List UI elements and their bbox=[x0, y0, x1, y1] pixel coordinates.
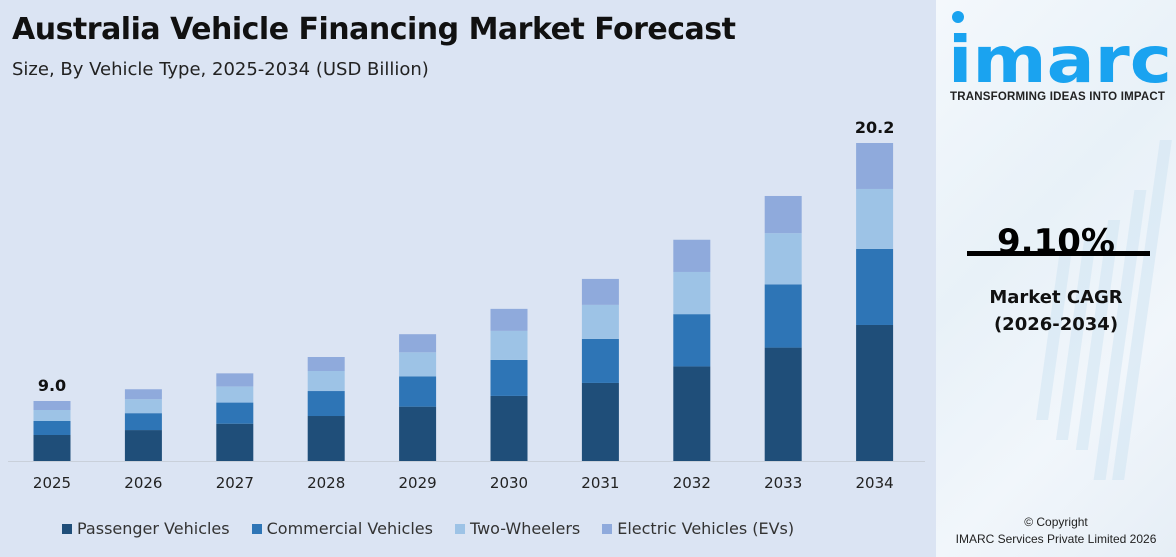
cagr-period: (2026-2034) bbox=[993, 314, 1119, 335]
bar-segment-electric-vehicles-evs--2027 bbox=[216, 373, 254, 387]
legend-swatch bbox=[602, 523, 613, 534]
legend-swatch bbox=[454, 523, 465, 534]
bar-segment-passenger-vehicles-2032 bbox=[673, 366, 711, 461]
tagline: TRANSFORMING IDEAS INTO IMPACT bbox=[950, 91, 1166, 103]
bar-segment-commercial-vehicles-2027 bbox=[216, 402, 254, 424]
bar-segment-commercial-vehicles-2033 bbox=[764, 284, 802, 348]
chart-panel: Australia Vehicle Financing Market Forec… bbox=[8, 12, 925, 538]
x-tick-label: 2025 bbox=[33, 474, 71, 492]
x-tick-label: 2026 bbox=[124, 474, 162, 492]
bar-segment-commercial-vehicles-2032 bbox=[673, 314, 711, 367]
bar-segment-electric-vehicles-evs--2026 bbox=[124, 389, 162, 400]
imarc-logo: imarc bbox=[948, 11, 1172, 90]
legend: Passenger Vehicles Commercial Vehicles Two… bbox=[62, 519, 816, 538]
legend-item: Passenger Vehicles bbox=[62, 519, 230, 538]
bar-segment-two-wheelers-2033 bbox=[764, 233, 802, 285]
bar-segment-passenger-vehicles-2027 bbox=[216, 423, 254, 461]
bar-segment-commercial-vehicles-2030 bbox=[490, 359, 528, 396]
cagr-value: 9.10% bbox=[997, 222, 1115, 262]
chart-title: Australia Vehicle Financing Market Forec… bbox=[12, 12, 736, 47]
bar-segment-passenger-vehicles-2034 bbox=[856, 324, 894, 461]
bar-segment-passenger-vehicles-2026 bbox=[124, 430, 162, 461]
bar-segment-passenger-vehicles-2031 bbox=[581, 382, 619, 461]
legend-label: Electric Vehicles (EVs) bbox=[617, 519, 795, 538]
x-tick-label: 2033 bbox=[764, 474, 802, 492]
bar-segment-two-wheelers-2028 bbox=[307, 371, 345, 392]
bar-segment-electric-vehicles-evs--2028 bbox=[307, 357, 345, 372]
bar-segment-electric-vehicles-evs--2029 bbox=[399, 334, 437, 353]
bar-segment-two-wheelers-2027 bbox=[216, 386, 254, 403]
bar-segment-two-wheelers-2030 bbox=[490, 330, 528, 360]
bar-segment-passenger-vehicles-2025 bbox=[33, 435, 71, 461]
bar-segment-commercial-vehicles-2031 bbox=[581, 338, 619, 383]
legend-item: Commercial Vehicles bbox=[251, 519, 433, 538]
bar-segment-electric-vehicles-evs--2030 bbox=[490, 308, 528, 331]
chart-subtitle: Size, By Vehicle Type, 2025-2034 (USD Bi… bbox=[12, 59, 429, 80]
bar-segment-commercial-vehicles-2034 bbox=[856, 248, 894, 325]
bar-segment-commercial-vehicles-2026 bbox=[124, 413, 162, 431]
x-tick-label: 2028 bbox=[307, 474, 345, 492]
x-tick-label: 2034 bbox=[856, 474, 894, 492]
x-tick-label: 2030 bbox=[490, 474, 528, 492]
bar-segment-passenger-vehicles-2033 bbox=[764, 347, 802, 461]
bar-segment-commercial-vehicles-2029 bbox=[399, 376, 437, 407]
bar-segment-electric-vehicles-evs--2034 bbox=[856, 143, 894, 189]
x-tick-label: 2027 bbox=[216, 474, 254, 492]
legend-swatch bbox=[251, 523, 262, 534]
x-tick-label: 2029 bbox=[399, 474, 437, 492]
stacked-bar-chart: 2025 9.0 2026 2027 2028 2029 2030 2031 2032 2033 2… bbox=[8, 118, 925, 492]
cagr-title: Market CAGR bbox=[989, 287, 1123, 308]
data-label: 20.2 bbox=[855, 118, 894, 137]
sidebar: imarc TRANSFORMING IDEAS INTO IMPACT 9.1… bbox=[936, 0, 1176, 557]
legend-label: Passenger Vehicles bbox=[77, 519, 230, 538]
bar-segment-passenger-vehicles-2029 bbox=[399, 406, 437, 461]
svg-text:imarc: imarc bbox=[948, 24, 1172, 90]
data-label: 9.0 bbox=[38, 376, 66, 395]
copyright-company: IMARC Services Private Limited 2026 bbox=[955, 532, 1157, 546]
bar-segment-passenger-vehicles-2028 bbox=[307, 416, 345, 461]
bar-segment-electric-vehicles-evs--2032 bbox=[673, 239, 711, 272]
legend-item: Two-Wheelers bbox=[454, 519, 581, 538]
bar-segment-two-wheelers-2032 bbox=[673, 271, 711, 315]
bar-segment-electric-vehicles-evs--2031 bbox=[581, 278, 619, 305]
legend-item: Electric Vehicles (EVs) bbox=[602, 519, 794, 538]
legend-label: Commercial Vehicles bbox=[266, 519, 433, 538]
bar-segment-electric-vehicles-evs--2025 bbox=[33, 401, 71, 410]
cagr-label: Market CAGR (2026-2034) bbox=[936, 284, 1176, 338]
legend-swatch bbox=[62, 523, 72, 534]
x-tick-label: 2032 bbox=[673, 474, 711, 492]
bar-segment-two-wheelers-2029 bbox=[399, 352, 437, 377]
x-tick-label: 2031 bbox=[581, 474, 619, 492]
bar-segment-commercial-vehicles-2025 bbox=[33, 421, 71, 435]
bar-segment-two-wheelers-2031 bbox=[581, 304, 619, 339]
divider bbox=[967, 251, 1150, 256]
copyright-label: © Copyright bbox=[1024, 515, 1088, 529]
bar-segment-two-wheelers-2025 bbox=[33, 410, 71, 421]
legend-label: Two-Wheelers bbox=[469, 519, 581, 538]
bar-segment-passenger-vehicles-2030 bbox=[490, 395, 528, 461]
copyright: © Copyright IMARC Services Private Limit… bbox=[936, 514, 1176, 548]
bar-segment-electric-vehicles-evs--2033 bbox=[764, 195, 802, 234]
bar-segment-commercial-vehicles-2028 bbox=[307, 391, 345, 417]
bar-segment-two-wheelers-2026 bbox=[124, 399, 162, 414]
bar-segment-two-wheelers-2034 bbox=[856, 188, 894, 249]
